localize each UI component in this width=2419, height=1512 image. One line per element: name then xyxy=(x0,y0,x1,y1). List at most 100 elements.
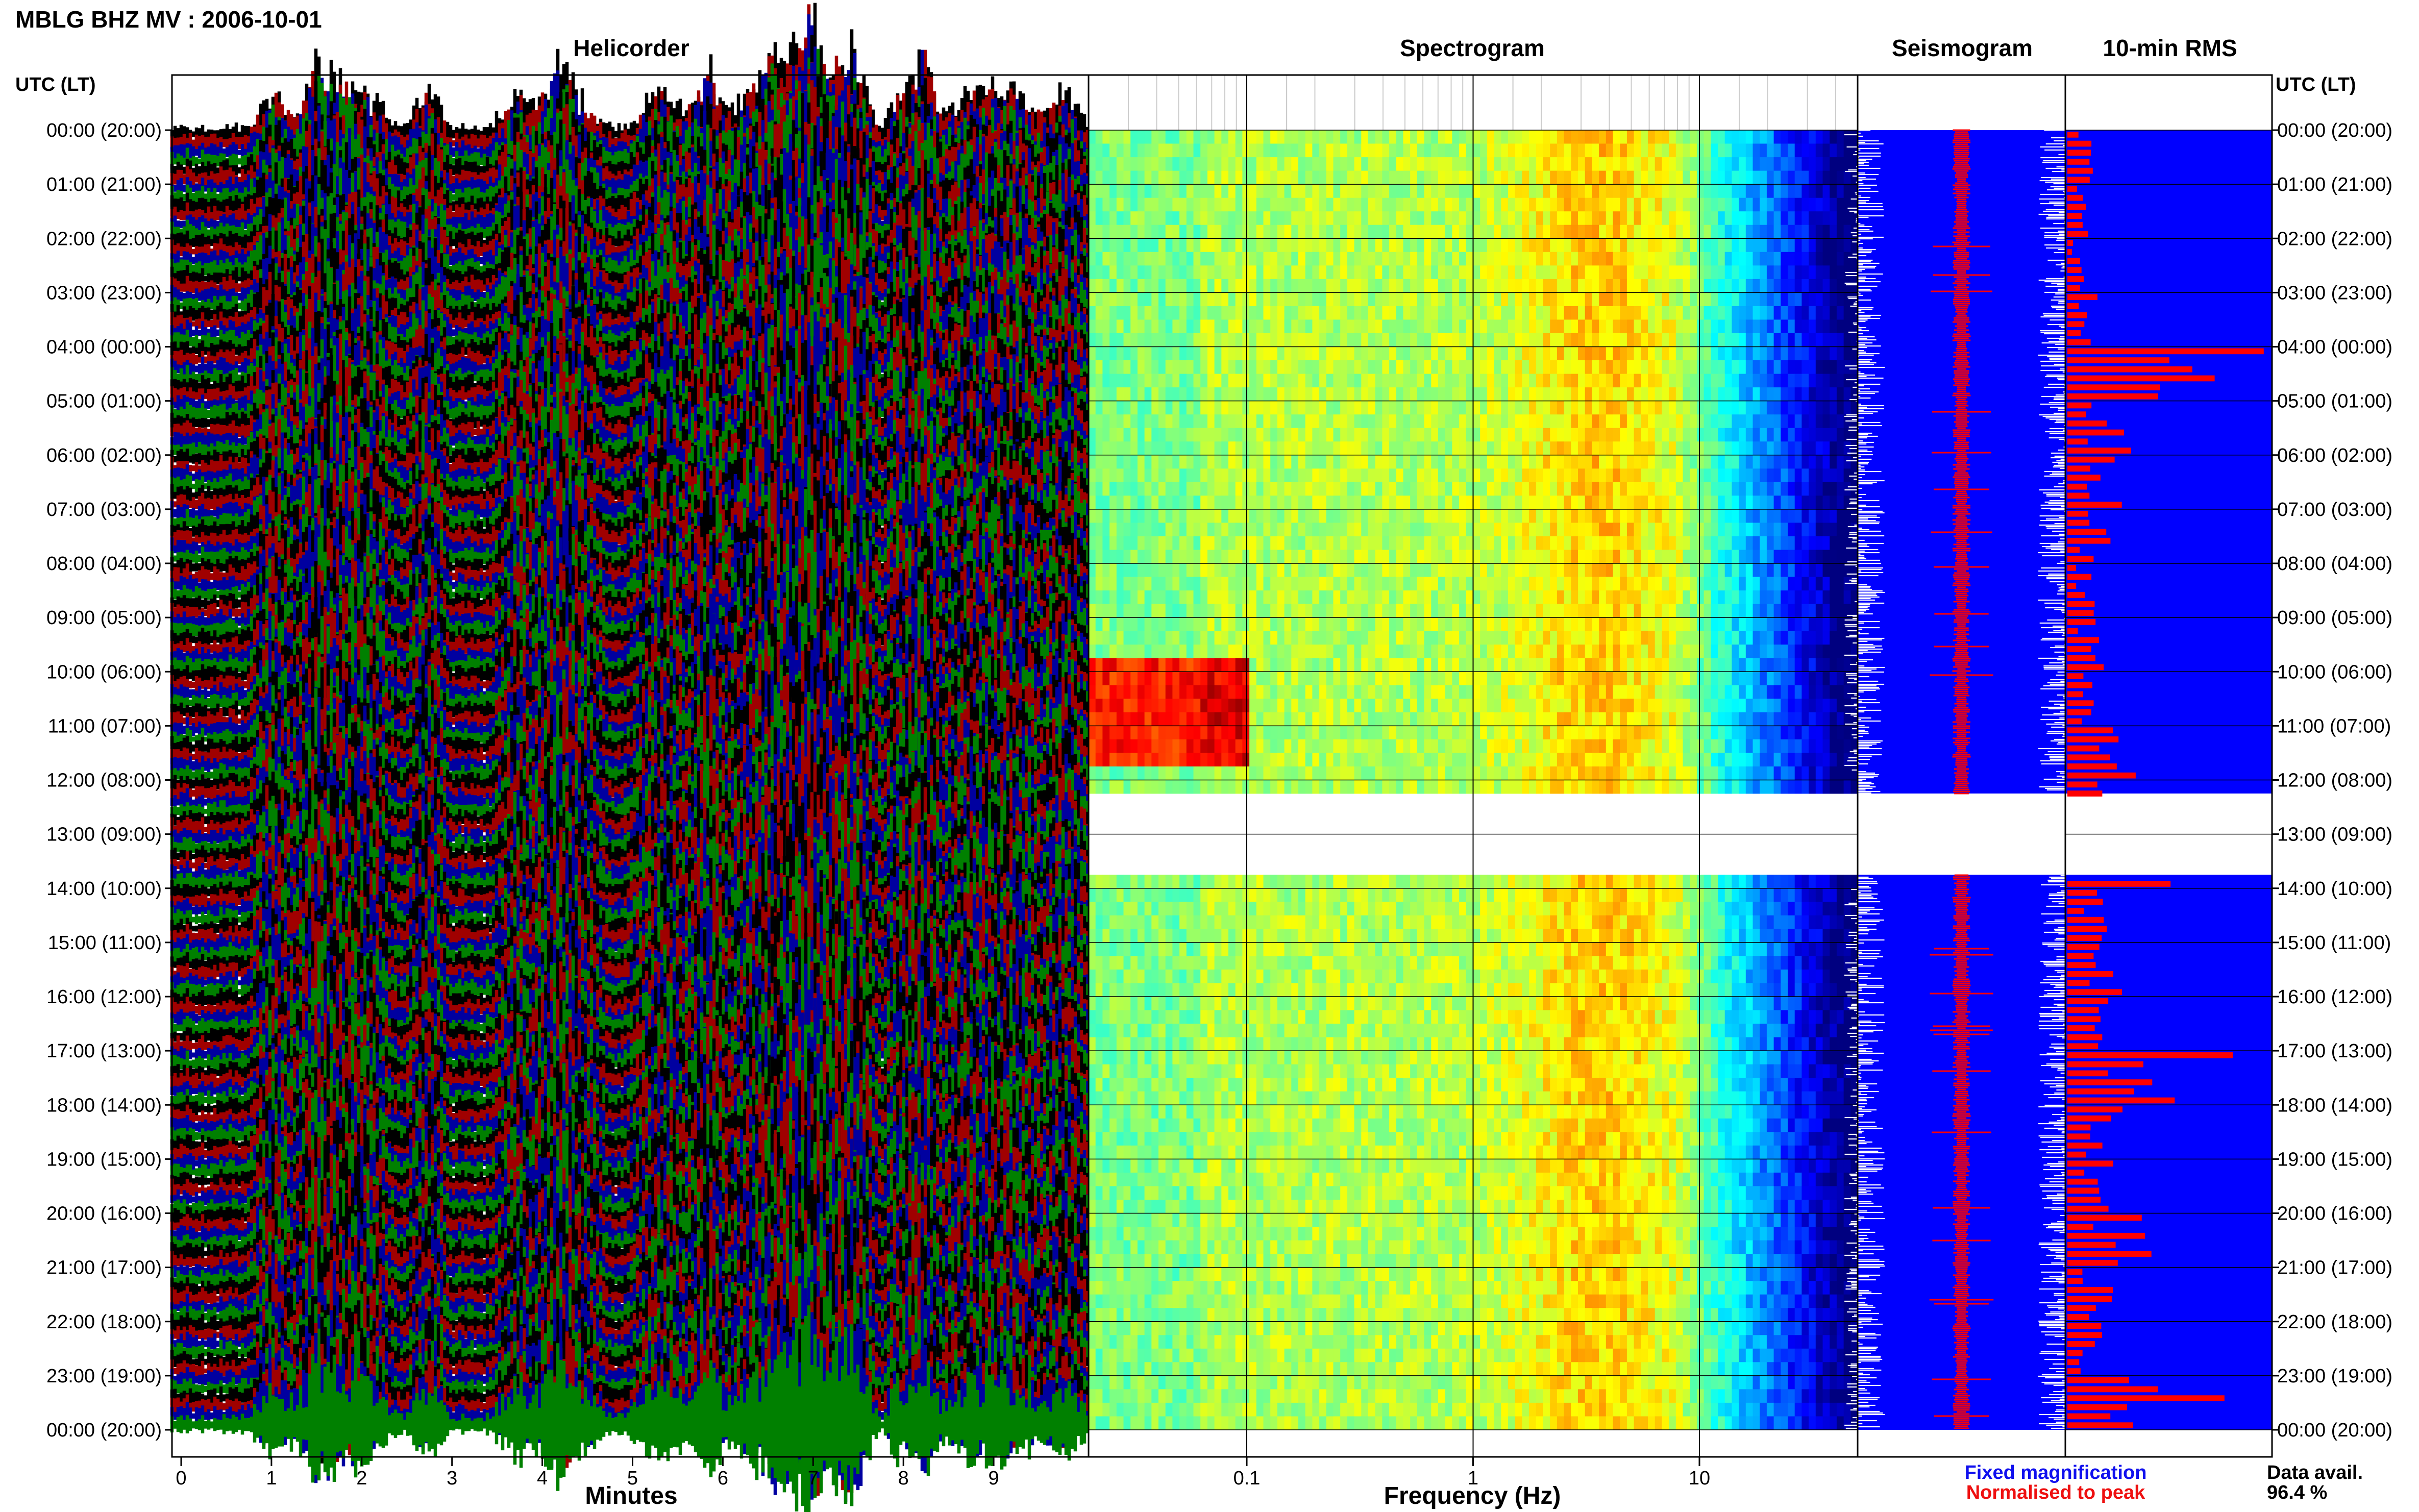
spectrogram-cell xyxy=(1102,225,1110,239)
spectrogram-cell xyxy=(1809,672,1816,686)
spectrogram-cell xyxy=(1809,265,1816,280)
spectrogram-cell xyxy=(1508,577,1516,591)
spectrogram-cell xyxy=(1648,414,1656,429)
spectrogram-cell xyxy=(1836,143,1844,158)
spectrogram-cell xyxy=(1459,333,1467,347)
spectrogram-cell xyxy=(1291,333,1299,347)
spectrogram-cell xyxy=(1613,414,1620,429)
spectrogram-cell xyxy=(1599,428,1607,442)
spectrogram-cell xyxy=(1102,211,1110,226)
spectrogram-cell xyxy=(1242,536,1250,550)
spectrogram-cell xyxy=(1466,238,1473,253)
spectrogram-cell xyxy=(1207,414,1215,429)
spectrogram-cell xyxy=(1822,157,1830,171)
spectrogram-cell xyxy=(1760,184,1767,199)
spectrogram-cell xyxy=(1578,509,1586,523)
spectrogram-cell xyxy=(1781,455,1788,469)
spectrogram-cell xyxy=(1655,536,1662,550)
spectrogram-cell xyxy=(1508,509,1516,523)
spectrogram-cell xyxy=(1284,468,1292,483)
spectrogram-cell xyxy=(1822,658,1830,672)
spectrogram-cell xyxy=(1305,184,1313,199)
spectrogram-cell xyxy=(1207,292,1215,307)
spectrogram-cell xyxy=(1704,590,1711,605)
spectrogram-cell xyxy=(1333,374,1341,388)
spectrogram-cell xyxy=(1151,211,1159,226)
spectrogram-cell xyxy=(1704,550,1711,564)
spectrogram-cell xyxy=(1249,604,1257,618)
spectrogram-cell xyxy=(1263,455,1271,469)
spectrogram-cell xyxy=(1634,197,1641,212)
spectrogram-cell xyxy=(1403,455,1411,469)
spectrogram-cell xyxy=(1354,495,1362,510)
spectrogram-cell xyxy=(1557,360,1565,374)
spectrogram-cell xyxy=(1137,523,1145,537)
spectrogram-cell xyxy=(1137,455,1145,469)
spectrogram-cell xyxy=(1766,590,1774,605)
spectrogram-cell xyxy=(1158,238,1166,253)
spectrogram-cell xyxy=(1410,441,1418,456)
spectrogram-cell xyxy=(1613,292,1620,307)
spectrogram-cell xyxy=(1354,685,1362,699)
spectrogram-cell xyxy=(1277,631,1285,645)
spectrogram-cell xyxy=(1277,672,1285,686)
spectrogram-cell xyxy=(1745,658,1753,672)
spectrogram-cell xyxy=(1648,482,1656,496)
spectrogram-cell xyxy=(1648,401,1656,415)
spectrogram-cell xyxy=(1221,455,1229,469)
spectrogram-cell xyxy=(1410,360,1418,374)
spectrogram-cell xyxy=(1151,685,1159,699)
spectrogram-cell xyxy=(1438,441,1446,456)
spectrogram-cell xyxy=(1655,645,1662,659)
spectrogram-cell xyxy=(1165,509,1173,523)
spectrogram-cell xyxy=(1466,130,1473,144)
spectrogram-cell xyxy=(1354,157,1362,171)
spectrogram-cell xyxy=(1354,143,1362,158)
spectrogram-cell xyxy=(1312,184,1320,199)
spectrogram-cell xyxy=(1116,468,1124,483)
spectrogram-cell xyxy=(1109,306,1117,320)
spectrogram-cell xyxy=(1773,523,1781,537)
spectrogram-cell xyxy=(1634,550,1641,564)
spectrogram-cell xyxy=(1550,495,1558,510)
spectrogram-cell xyxy=(1291,360,1299,374)
spectrogram-cell xyxy=(1242,672,1250,686)
spectrogram-cell xyxy=(1375,699,1383,713)
spectrogram-cell xyxy=(1480,401,1488,415)
spectrogram-cell xyxy=(1641,333,1648,347)
spectrogram-cell xyxy=(1291,428,1299,442)
spectrogram-cell xyxy=(1347,712,1355,726)
spectrogram-cell xyxy=(1696,211,1705,226)
spectrogram-cell xyxy=(1696,333,1705,347)
spectrogram-cell xyxy=(1850,455,1858,469)
spectrogram-cell xyxy=(1634,645,1641,659)
spectrogram-cell xyxy=(1557,645,1565,659)
spectrogram-cell xyxy=(1557,577,1565,591)
spectrogram-cell xyxy=(1200,387,1208,402)
spectrogram-cell xyxy=(1333,685,1341,699)
spectrogram-cell xyxy=(1368,699,1376,713)
spectrogram-cell xyxy=(1151,252,1159,266)
spectrogram-cell xyxy=(1788,306,1795,320)
spectrogram-cell xyxy=(1487,225,1495,239)
spectrogram-cell xyxy=(1382,143,1390,158)
spectrogram-cell xyxy=(1382,225,1390,239)
spectrogram-cell xyxy=(1766,238,1774,253)
spectrogram-cell xyxy=(1606,143,1613,158)
spectrogram-cell xyxy=(1382,319,1390,334)
spectrogram-cell xyxy=(1417,577,1425,591)
spectrogram-cell xyxy=(1724,712,1732,726)
spectrogram-cell xyxy=(1235,577,1243,591)
spectrogram-cell xyxy=(1228,414,1236,429)
spectrogram-cell xyxy=(1137,468,1145,483)
spectrogram-cell xyxy=(1578,441,1586,456)
spectrogram-cell xyxy=(1410,631,1418,645)
spectrogram-cell xyxy=(1312,292,1320,307)
spectrogram-cell xyxy=(1508,387,1516,402)
spectrogram-cell xyxy=(1165,387,1173,402)
spectrogram-cell xyxy=(1438,523,1446,537)
spectrogram-cell xyxy=(1696,414,1705,429)
spectrogram-cell xyxy=(1599,495,1607,510)
spectrogram-cell xyxy=(1564,211,1571,226)
spectrogram-cell xyxy=(1522,672,1529,686)
